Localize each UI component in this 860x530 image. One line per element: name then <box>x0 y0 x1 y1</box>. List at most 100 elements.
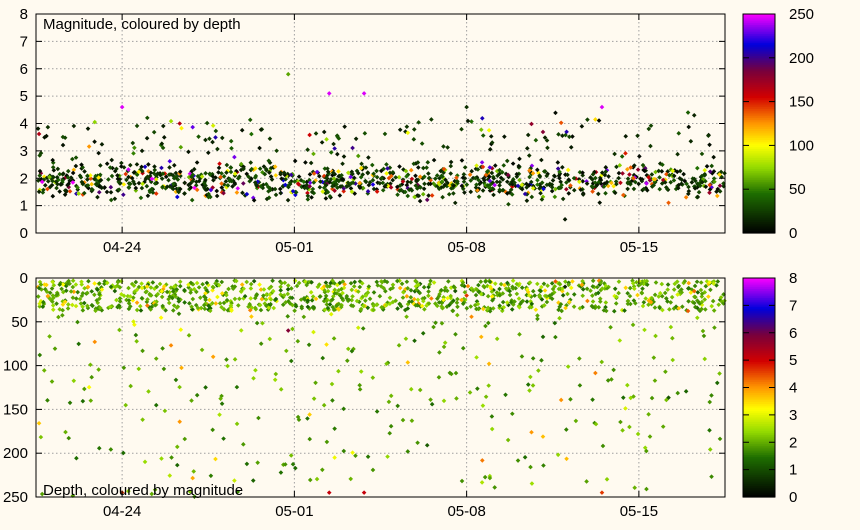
magnitude-colorbar-gradient-strip <box>743 292 775 296</box>
magnitude-point <box>701 183 707 189</box>
depth-point <box>182 436 188 442</box>
magnitude-point <box>598 176 603 182</box>
depth-point <box>557 281 562 286</box>
magnitude-point <box>487 185 493 191</box>
magnitude-point <box>649 181 655 187</box>
depth-point <box>200 281 205 287</box>
depth-point <box>701 333 707 339</box>
depth-point <box>213 301 219 306</box>
magnitude-point <box>514 171 520 177</box>
depth-colorbar-gradient-strip <box>743 30 775 33</box>
magnitude-point <box>487 188 493 193</box>
depth-point <box>345 346 351 352</box>
depth-point <box>555 452 561 458</box>
mag-ytick-label: 6 <box>20 61 28 78</box>
magnitude-point <box>460 175 466 181</box>
magnitude-point <box>378 168 384 174</box>
magnitude-point <box>510 177 516 182</box>
magnitude-point <box>249 131 254 137</box>
magnitude-point <box>292 179 297 184</box>
magnitude-point <box>114 166 119 172</box>
depth-colorbar-gradient-strip <box>743 223 775 227</box>
magnitude-point <box>261 164 267 169</box>
depth-point <box>571 292 577 297</box>
magnitude-point <box>414 179 419 184</box>
magnitude-colorbar-gradient-strip <box>743 445 775 449</box>
magnitude-point <box>352 191 358 196</box>
magnitude-point <box>580 192 586 197</box>
depth-point <box>288 358 294 364</box>
magnitude-point <box>524 185 530 190</box>
magnitude-point <box>287 180 293 185</box>
depth-colorbar-gradient-strip <box>743 132 775 136</box>
depth-colorbar-gradient-strip <box>743 94 775 97</box>
depth-point <box>234 384 240 390</box>
depth-point <box>517 305 522 310</box>
magnitude-point <box>717 183 723 189</box>
depth-point <box>428 278 433 284</box>
depth-point <box>232 478 237 483</box>
depth-point <box>556 307 561 313</box>
magnitude-point <box>150 190 156 195</box>
magnitude-point <box>535 182 540 187</box>
magnitude-point <box>206 150 211 156</box>
depth-point <box>370 375 376 380</box>
depth-point <box>221 300 227 306</box>
depth-point <box>635 292 640 298</box>
depth-point <box>491 293 497 298</box>
depth-point <box>126 285 131 291</box>
depth-point <box>519 285 525 290</box>
depth-point <box>218 396 223 401</box>
depth-point <box>39 491 45 497</box>
depth-colorbar-gradient-strip <box>743 125 775 128</box>
magnitude-point <box>386 175 392 181</box>
depth-point <box>426 284 431 290</box>
magnitude-point <box>85 183 91 188</box>
depth-point <box>553 334 558 340</box>
depth-point <box>320 355 326 361</box>
depth-point <box>697 301 703 306</box>
depth-point <box>208 473 214 479</box>
magnitude-point <box>341 188 346 194</box>
magnitude-point <box>686 188 692 194</box>
depth-point <box>356 289 361 294</box>
magnitude-point <box>327 193 333 199</box>
magnitude-point <box>424 197 430 203</box>
depth-point <box>126 306 132 312</box>
depth-point <box>506 282 511 287</box>
depth-point <box>66 435 72 441</box>
magnitude-point <box>509 192 515 197</box>
depth-point <box>580 278 585 284</box>
magnitude-point <box>177 169 183 175</box>
depth-point <box>82 386 87 392</box>
magnitude-point <box>488 134 494 139</box>
magnitude-point <box>253 166 258 171</box>
magnitude-colorbar-tick-label: 5 <box>789 352 797 369</box>
magnitude-point <box>160 184 165 190</box>
magnitude-point <box>267 160 273 166</box>
depth-point <box>594 284 600 290</box>
depth-point <box>158 315 164 321</box>
magnitude-point <box>571 187 577 193</box>
magnitude-point <box>236 176 241 181</box>
magnitude-colorbar-gradient-strip <box>743 296 775 299</box>
depth-point <box>711 281 716 286</box>
depth-point <box>382 278 388 284</box>
magnitude-point <box>313 178 318 183</box>
magnitude-point <box>357 184 363 189</box>
depth-point <box>326 490 332 495</box>
depth-colorbar-gradient-strip <box>743 127 775 130</box>
magnitude-colorbar-gradient-strip <box>743 413 775 416</box>
magnitude-colorbar-gradient-strip <box>743 340 775 343</box>
depth-point <box>179 365 184 371</box>
depth-point <box>480 306 486 312</box>
magnitude-point <box>238 161 244 167</box>
magnitude-point <box>557 171 563 177</box>
depth-point <box>549 281 555 286</box>
magnitude-point <box>296 182 302 187</box>
depth-point <box>560 286 565 291</box>
magnitude-point <box>507 190 512 195</box>
depth-point <box>699 299 705 305</box>
magnitude-point <box>310 169 316 175</box>
depth-point <box>124 297 129 303</box>
